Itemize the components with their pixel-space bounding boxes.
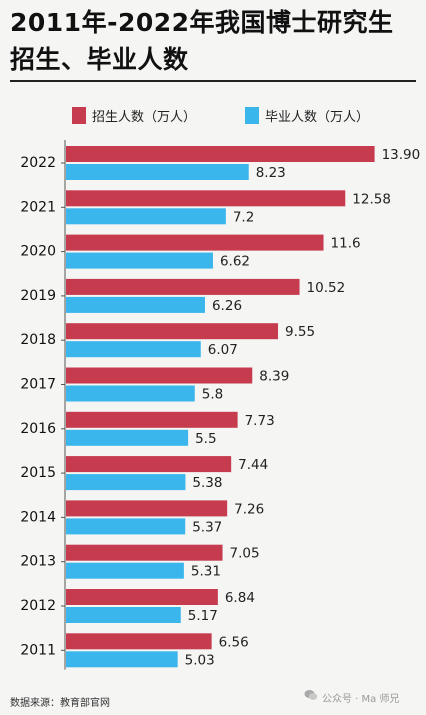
y-tick-label: 2016 [20,421,56,437]
bar-enroll-2015 [66,456,232,473]
data-label-enroll: 7.05 [230,546,260,562]
bar-graduate-2011 [66,651,178,668]
bar-graduate-2014 [66,518,186,535]
bar-enroll-2014 [66,500,228,517]
legend-label-enroll: 招生人数（万人） [92,110,197,125]
data-source: 数据来源：教育部官网 [10,698,110,709]
data-label-graduate: 5.37 [192,519,222,535]
data-label-graduate: 5.8 [202,387,223,403]
data-label-enroll: 8.39 [259,369,289,385]
y-tick-label: 2020 [20,244,56,260]
bar-graduate-2020 [66,252,213,269]
watermark: 公众号 · Ma 师兄 [322,690,399,705]
y-tick-label: 2022 [20,155,56,171]
data-label-enroll: 11.6 [331,236,361,252]
bar-graduate-2016 [66,429,189,446]
bar-enroll-2020 [66,234,324,251]
bar-graduate-2013 [66,562,184,579]
data-label-enroll: 7.26 [234,501,264,517]
data-label-graduate: 8.23 [256,165,286,181]
data-label-enroll: 6.56 [219,634,249,650]
y-tick-label: 2017 [20,377,56,393]
legend-label-graduate: 毕业人数（万人） [265,110,370,125]
y-tick-label: 2021 [20,199,56,215]
bar-enroll-2022 [66,146,375,162]
bar-graduate-2018 [66,341,201,358]
data-label-graduate: 5.17 [188,608,218,624]
data-label-enroll: 7.44 [238,457,268,473]
y-tick-label: 2011 [20,642,56,658]
bar-enroll-2016 [66,411,238,428]
chart-title: 2011年-2022年我国博士研究生招生、毕业人数 [10,8,394,74]
legend-swatch-graduate [245,107,259,124]
data-label-graduate: 5.03 [185,652,215,668]
bar-chart: 2022 13.90 8.23 2021 12.58 7.2 2020 11.6 6.62 201… [20,140,421,670]
bar-graduate-2022 [66,164,249,180]
bar-graduate-2019 [66,296,205,313]
y-tick-label: 2015 [20,465,56,481]
y-tick-label: 2012 [20,598,56,614]
bar-graduate-2017 [66,385,195,402]
bar-enroll-2013 [66,544,223,561]
bar-enroll-2017 [66,367,253,384]
data-label-graduate: 6.62 [220,254,250,270]
bar-enroll-2018 [66,323,279,340]
bar-enroll-2011 [66,633,212,650]
bar-enroll-2012 [66,589,218,605]
watermark-name: Ma 师兄 [361,694,400,705]
data-label-graduate: 6.26 [212,298,242,314]
data-label-enroll: 9.55 [285,324,315,340]
data-label-enroll: 6.84 [225,590,255,606]
data-label-graduate: 7.2 [233,209,254,225]
data-label-graduate: 6.07 [208,342,238,358]
y-tick-label: 2013 [20,554,56,570]
wechat-icon [304,690,318,700]
data-label-enroll: 10.52 [307,280,346,296]
legend: 招生人数（万人） 毕业人数（万人） [0,104,426,128]
data-label-enroll: 7.73 [245,413,275,429]
data-label-graduate: 5.5 [195,431,216,447]
y-tick-label: 2019 [20,288,56,304]
data-label-enroll: 12.58 [352,191,391,207]
watermark-prefix: 公众号 · [322,694,362,705]
y-tick-label: 2018 [20,332,56,348]
data-label-graduate: 5.38 [192,475,222,491]
bar-graduate-2012 [66,607,181,623]
data-label-graduate: 5.31 [191,564,221,580]
data-label-enroll: 13.90 [382,147,421,163]
y-tick-label: 2014 [20,509,56,525]
bar-enroll-2021 [66,190,346,207]
legend-swatch-enroll [72,107,86,124]
bar-graduate-2021 [66,208,226,225]
bar-graduate-2015 [66,474,186,491]
bar-enroll-2019 [66,278,300,295]
title-divider [10,80,416,82]
